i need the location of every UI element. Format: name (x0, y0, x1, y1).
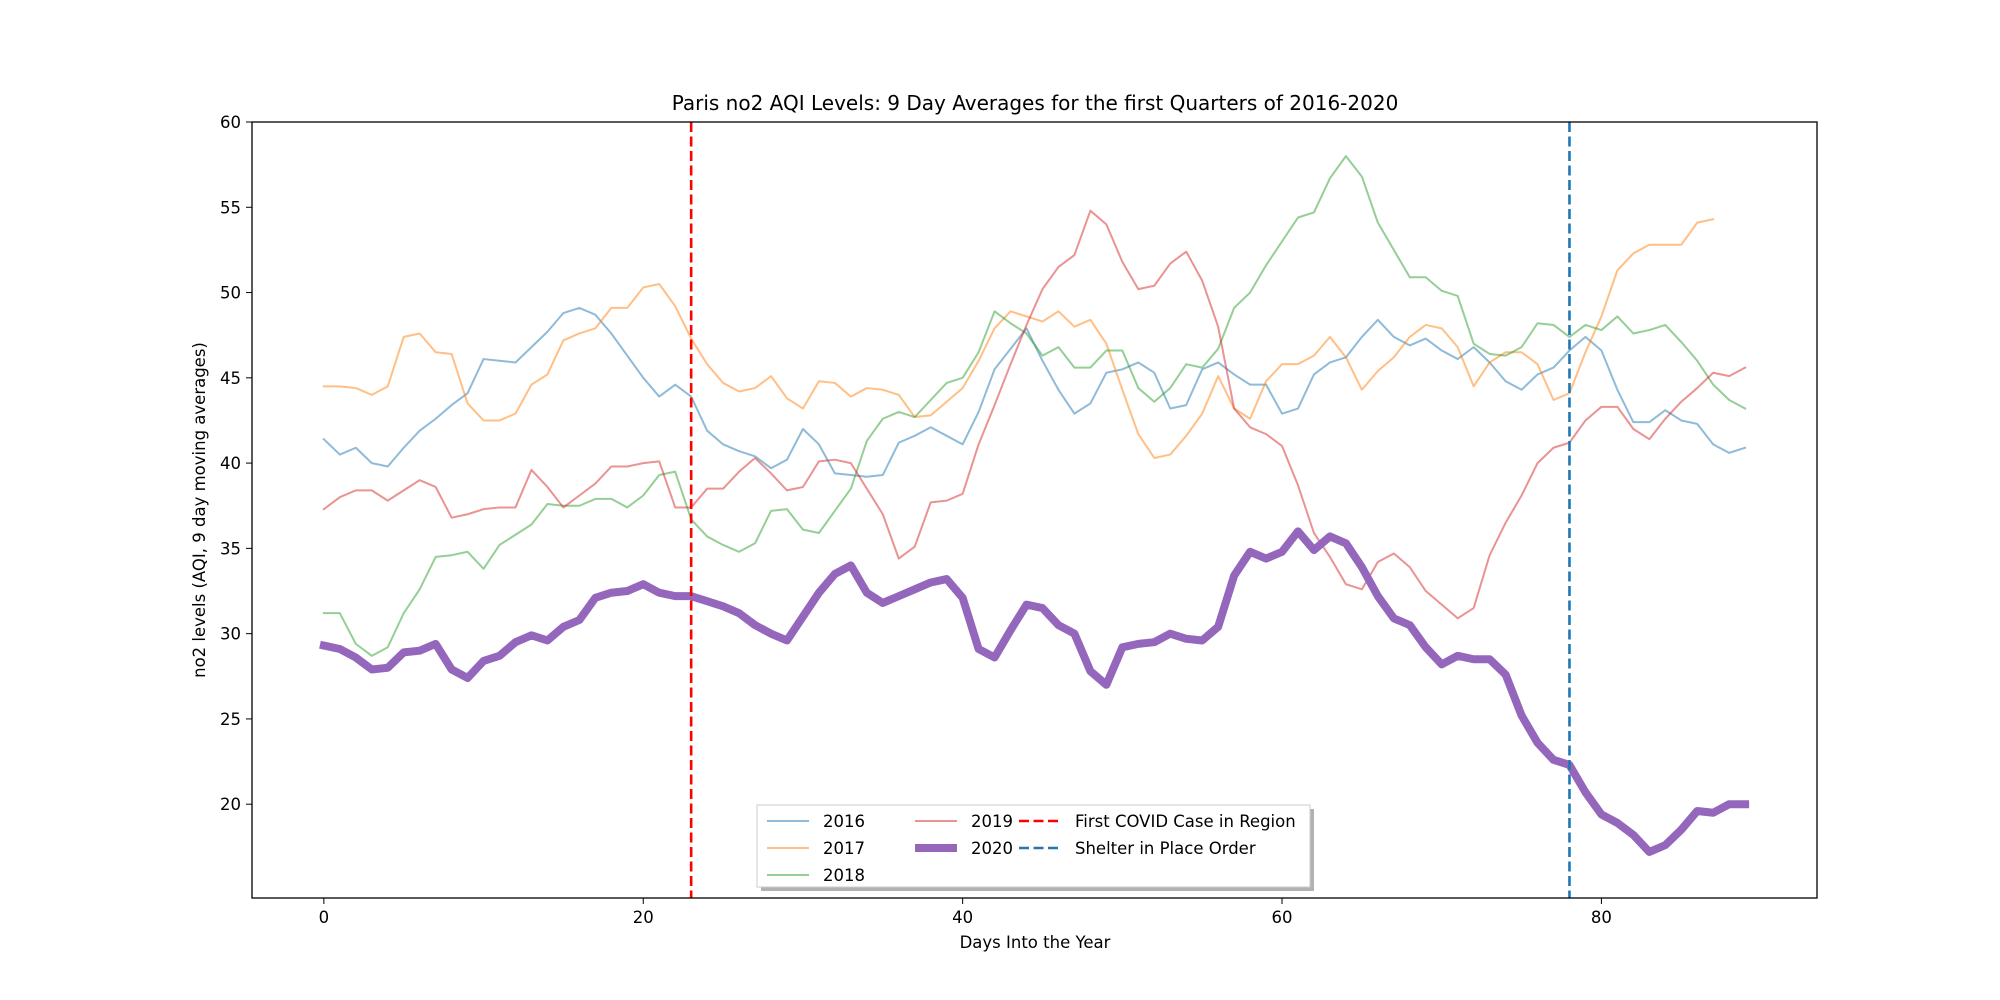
y-axis-label: no2 levels (AQI, 9 day moving averages) (190, 342, 209, 678)
x-tick-label: 80 (1591, 908, 1612, 927)
legend-label: Shelter in Place Order (1075, 839, 1256, 858)
legend-label: 2020 (971, 839, 1013, 858)
legend-label: 2019 (971, 812, 1013, 831)
series-line-2018 (322, 155, 1747, 657)
series-line-2019 (322, 209, 1747, 620)
x-axis-label: Days Into the Year (960, 933, 1111, 952)
x-tick-label: 40 (952, 908, 973, 927)
x-tick-label: 20 (633, 908, 654, 927)
y-tick-label: 55 (220, 198, 241, 217)
y-tick-label: 35 (220, 539, 241, 558)
y-tick-label: 40 (220, 454, 241, 473)
series-line-2017 (322, 218, 1715, 459)
plot-frame (251, 121, 1818, 899)
legend: 2016 2017 2018 2019 2020 First COVID Case in … (756, 804, 1314, 891)
legend-label: 2016 (823, 812, 865, 831)
y-tick-label: 45 (220, 369, 241, 388)
x-tick-label: 0 (319, 908, 330, 927)
legend-label: First COVID Case in Region (1075, 812, 1296, 831)
y-axis: 20 25 30 35 40 45 50 55 60 (220, 113, 252, 814)
reference-lines (689, 122, 1571, 898)
y-tick-label: 50 (220, 284, 241, 303)
y-tick-label: 25 (220, 710, 241, 729)
y-tick-label: 60 (220, 113, 241, 132)
legend-label: 2017 (823, 839, 865, 858)
legend-box (756, 804, 1311, 888)
plot-series (319, 155, 1750, 856)
legend-label: 2018 (823, 866, 865, 885)
chart-title: Paris no2 AQI Levels: 9 Day Averages for… (672, 91, 1399, 115)
series-line-2020 (319, 527, 1750, 856)
x-axis: 0 20 40 60 80 (319, 898, 1612, 927)
y-tick-label: 30 (220, 625, 241, 644)
x-tick-label: 60 (1272, 908, 1293, 927)
y-tick-label: 20 (220, 795, 241, 814)
